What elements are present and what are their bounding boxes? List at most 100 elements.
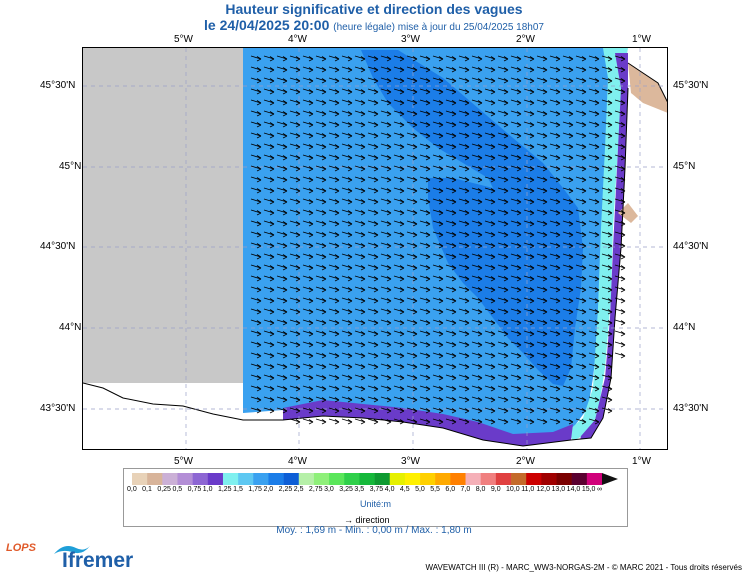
direction-arrow: [497, 275, 509, 282]
direction-arrow: [432, 209, 444, 216]
direction-arrow: [523, 88, 535, 95]
direction-arrow: [289, 165, 301, 172]
direction-arrow: [354, 143, 366, 150]
direction-arrow: [367, 341, 379, 348]
direction-arrow: [406, 253, 418, 260]
direction-arrow: [484, 253, 496, 260]
direction-arrow: [432, 352, 444, 359]
lat-label-right-45-30: 45°30'N: [673, 80, 709, 91]
direction-arrow: [510, 275, 522, 282]
direction-arrow: [250, 154, 262, 161]
direction-arrow: [367, 198, 379, 205]
direction-arrow: [367, 242, 379, 249]
direction-arrow: [328, 253, 340, 260]
direction-arrow: [315, 363, 327, 370]
direction-arrow: [380, 143, 392, 150]
direction-arrow: [289, 385, 301, 392]
direction-arrow: [302, 165, 314, 172]
direction-arrow: [354, 253, 366, 260]
direction-arrow: [614, 231, 626, 238]
direction-arrow: [471, 385, 483, 392]
direction-arrow: [406, 341, 418, 348]
direction-arrow: [601, 209, 613, 216]
direction-arrow: [432, 297, 444, 304]
legend-color-swatch: [177, 473, 193, 485]
direction-arrow: [289, 407, 301, 414]
direction-arrow: [406, 55, 418, 62]
direction-arrow: [523, 110, 535, 117]
direction-arrow: [354, 88, 366, 95]
direction-arrow: [419, 176, 431, 183]
direction-arrow: [536, 418, 548, 425]
direction-arrow: [497, 264, 509, 271]
direction-arrow: [562, 209, 574, 216]
direction-arrow: [458, 121, 470, 128]
direction-arrow: [588, 77, 600, 84]
legend-color-swatch: [465, 473, 482, 485]
direction-arrow: [536, 396, 548, 403]
direction-arrow: [406, 275, 418, 282]
direction-arrow: [276, 165, 288, 172]
direction-arrow: [276, 88, 288, 95]
direction-arrow: [458, 275, 470, 282]
direction-arrow: [458, 264, 470, 271]
direction-arrow: [315, 88, 327, 95]
direction-arrow: [250, 286, 262, 293]
direction-arrow: [419, 220, 431, 227]
direction-arrow: [523, 385, 535, 392]
direction-arrow: [328, 55, 340, 62]
direction-arrow: [328, 187, 340, 194]
direction-arrow: [341, 231, 353, 238]
direction-arrow: [471, 143, 483, 150]
direction-arrow: [601, 198, 613, 205]
direction-arrow: [549, 77, 561, 84]
direction-arrow: [263, 165, 275, 172]
direction-arrow: [471, 418, 483, 425]
direction-arrow: [354, 66, 366, 73]
direction-arrow: [315, 297, 327, 304]
direction-arrow: [458, 418, 470, 425]
direction-arrow: [562, 132, 574, 139]
direction-arrow: [419, 154, 431, 161]
direction-arrow: [536, 209, 548, 216]
legend-tick-label: 2,75: [308, 486, 323, 493]
direction-arrow: [549, 143, 561, 150]
direction-arrow: [445, 319, 457, 326]
direction-arrow: [575, 319, 587, 326]
direction-arrow: [510, 264, 522, 271]
direction-arrow: [497, 187, 509, 194]
direction-arrow: [289, 143, 301, 150]
direction-arrow: [549, 319, 561, 326]
legend-tick-label: 0,1: [142, 486, 152, 493]
wave-height-map[interactable]: [82, 47, 668, 450]
update-subtitle: (heure légale) mise à jour du 25/04/2025…: [333, 22, 544, 33]
direction-arrow: [523, 121, 535, 128]
direction-arrow: [575, 88, 587, 95]
direction-arrow: [367, 253, 379, 260]
direction-arrow: [614, 297, 626, 304]
legend-color-swatch: [495, 473, 512, 485]
direction-arrow: [432, 396, 444, 403]
direction-arrow: [419, 253, 431, 260]
direction-arrow: [510, 121, 522, 128]
direction-arrow: [354, 297, 366, 304]
direction-arrow: [367, 264, 379, 271]
direction-arrow: [250, 176, 262, 183]
direction-arrow: [484, 374, 496, 381]
direction-arrow: [315, 286, 327, 293]
direction-arrow: [276, 385, 288, 392]
direction-arrow: [393, 132, 405, 139]
direction-arrow: [432, 231, 444, 238]
direction-arrow: [276, 99, 288, 106]
direction-arrow: [536, 132, 548, 139]
direction-arrow: [393, 121, 405, 128]
legend-tick-label: 1,75: [248, 486, 262, 493]
coast-low-strip: [579, 53, 631, 444]
direction-arrow: [263, 308, 275, 315]
direction-arrow: [289, 99, 301, 106]
direction-arrow: [510, 330, 522, 337]
direction-arrow: [510, 407, 522, 414]
direction-arrow: [315, 143, 327, 150]
direction-arrow: [484, 352, 496, 359]
direction-arrow: [432, 330, 444, 337]
